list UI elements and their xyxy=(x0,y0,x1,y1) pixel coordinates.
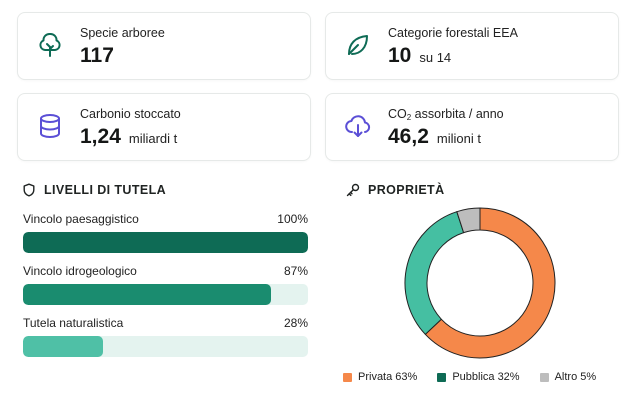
protection-percent: 100% xyxy=(277,212,308,226)
shield-icon xyxy=(23,183,35,197)
donut-slice-pubblica xyxy=(404,211,465,336)
protection-label: Vincolo paesaggistico xyxy=(23,212,139,226)
legend-item: Altro 5% xyxy=(539,371,597,383)
tree-icon xyxy=(39,33,61,57)
stat-unit: su 14 xyxy=(419,50,452,65)
stat-card-carbon: Carbonio stoccato 1,24 miliardi t xyxy=(17,93,311,161)
legend-item: Privata 63% xyxy=(343,371,417,383)
protection-bar-fill xyxy=(23,336,103,357)
cloud-download-icon xyxy=(345,115,371,137)
protection-bar-fill xyxy=(23,232,308,253)
leaf-icon xyxy=(348,35,368,55)
protection-row: Vincolo paesaggistico 100% xyxy=(23,212,308,253)
protection-percent: 28% xyxy=(283,316,308,330)
stat-value: 46,2 xyxy=(388,125,429,148)
ownership-section-title: PROPRIETÀ xyxy=(346,183,445,197)
ownership-title-text: PROPRIETÀ xyxy=(368,183,445,197)
database-icon xyxy=(40,114,60,138)
stat-label: CO2 assorbita / anno xyxy=(388,107,504,122)
stat-label: Specie arboree xyxy=(80,26,165,40)
legend-swatch xyxy=(539,372,549,382)
stat-card-species: Specie arboree 117 xyxy=(17,12,311,80)
protection-title-text: LIVELLI DI TUTELA xyxy=(44,183,167,197)
legend-label: Altro 5% xyxy=(554,371,597,383)
stat-unit: miliardi t xyxy=(128,131,178,146)
protection-percent: 87% xyxy=(283,264,308,278)
stat-label: Categorie forestali EEA xyxy=(388,26,518,40)
stat-card-co2: CO2 assorbita / anno 46,2 milioni t xyxy=(325,93,619,161)
protection-section-title: LIVELLI DI TUTELA xyxy=(22,183,166,197)
legend-item: Pubblica 32% xyxy=(437,371,520,383)
legend-label: Pubblica 32% xyxy=(452,371,520,383)
stat-value: 10 xyxy=(388,44,412,67)
protection-bar-fill xyxy=(23,284,271,305)
protection-bar-track xyxy=(23,336,308,357)
ownership-donut-chart xyxy=(404,207,556,359)
protection-row: Tutela naturalistica 28% xyxy=(23,316,308,357)
legend-swatch xyxy=(343,372,352,382)
stat-value: 1,24 xyxy=(80,125,121,148)
donut-slice-altro xyxy=(456,207,481,234)
protection-label: Vincolo idrogeologico xyxy=(23,264,137,278)
legend-label: Privata 63% xyxy=(358,371,418,383)
stat-card-categories: Categorie forestali EEA 10 su 14 xyxy=(325,12,619,80)
stat-unit: milioni t xyxy=(436,131,481,146)
protection-bar-track xyxy=(23,284,308,305)
donut-slice-privata xyxy=(424,207,556,359)
key-icon xyxy=(346,183,360,197)
protection-label: Tutela naturalistica xyxy=(23,316,124,330)
stat-label: Carbonio stoccato xyxy=(80,107,181,121)
stat-value: 117 xyxy=(80,44,114,67)
protection-bar-track xyxy=(23,232,308,253)
ownership-legend: Privata 63% Pubblica 32% Altro 5% xyxy=(343,371,596,383)
legend-swatch xyxy=(437,372,447,382)
protection-row: Vincolo idrogeologico 87% xyxy=(23,264,308,305)
